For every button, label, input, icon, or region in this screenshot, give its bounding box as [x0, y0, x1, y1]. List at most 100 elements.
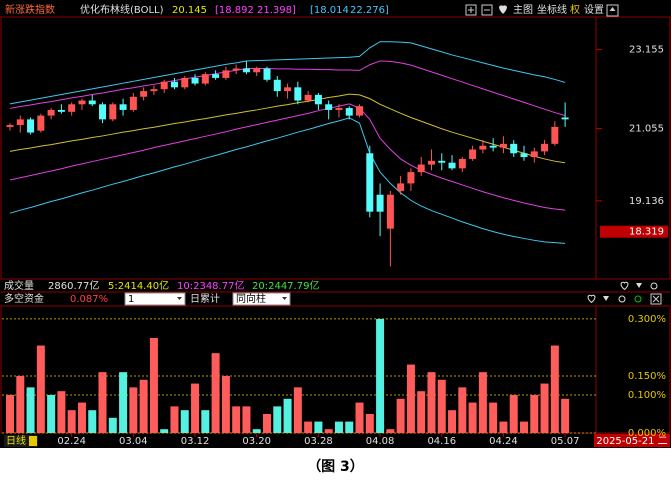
candle-body [27, 119, 35, 133]
x-tick-label: 03.28 [304, 436, 333, 447]
zoom-in-button[interactable] [465, 4, 477, 16]
select-arrow [282, 297, 287, 300]
volume-total: 2860.77亿 [48, 279, 99, 292]
candle-body [150, 89, 158, 92]
icon[interactable] [587, 294, 596, 304]
y-tick-label: 21.055 [629, 124, 664, 135]
period-select[interactable] [124, 292, 186, 306]
band-line [9, 103, 566, 211]
zoom-in-icon [468, 7, 474, 13]
bar [180, 410, 189, 433]
x-tick-label: 04.08 [366, 436, 395, 447]
icon[interactable] [636, 283, 642, 288]
icon[interactable] [650, 282, 658, 290]
y-tick-label: 23.155 [629, 44, 664, 55]
icon[interactable] [618, 295, 626, 303]
icon[interactable] [620, 281, 629, 291]
candle-body [88, 100, 96, 105]
candle-body [160, 81, 168, 90]
candle-body [191, 77, 199, 84]
price-marker-box [600, 225, 668, 238]
candle-body [427, 160, 435, 165]
candle-body [314, 94, 322, 105]
bar [170, 406, 179, 433]
candle-body [407, 172, 415, 184]
candle-body [119, 104, 127, 110]
bar [478, 372, 487, 433]
candle-body [345, 108, 353, 116]
chart-title: 新涨跌指数 [5, 3, 55, 16]
bar [468, 402, 477, 433]
bar [304, 421, 313, 433]
bar [499, 421, 508, 433]
indicator-name: 优化布林线(BOLL) [80, 3, 164, 16]
candle-body [99, 104, 107, 120]
style-select-text: 同向柱 [236, 292, 266, 305]
candle-body [356, 106, 364, 116]
main-panel-frame [0, 16, 671, 280]
candle-body [68, 104, 76, 112]
bar [530, 394, 539, 433]
coord-button[interactable]: 坐标线 [537, 3, 567, 16]
candle-body [222, 70, 230, 78]
candle-body [438, 160, 446, 163]
bar [160, 429, 169, 433]
bar [263, 413, 271, 433]
bar [437, 379, 446, 433]
bar [355, 402, 364, 433]
zoom-out-button[interactable] [481, 4, 493, 16]
x-tick-label: 04.16 [427, 436, 456, 447]
x-tick-label: 03.04 [119, 436, 148, 447]
right-button[interactable]: 权 [570, 3, 580, 16]
bar [540, 383, 549, 433]
candle-body [469, 149, 477, 159]
period-select-text: 1 [128, 294, 134, 305]
candle-body [376, 194, 384, 212]
icon[interactable] [634, 295, 642, 303]
bar [129, 387, 138, 433]
indicator-readout: 21.398] [257, 5, 296, 16]
candle-body [479, 145, 487, 150]
bar [345, 421, 354, 433]
collapse-button[interactable] [606, 4, 619, 17]
bar [458, 387, 467, 433]
candle-body [304, 94, 312, 101]
bar [406, 364, 415, 433]
bar [6, 394, 14, 433]
indicator-readout: [18.014 [310, 5, 349, 16]
settings-button[interactable]: 设置 [584, 4, 604, 16]
bar [427, 372, 436, 433]
bar [88, 410, 97, 433]
candle-body [366, 153, 374, 212]
bar [314, 421, 323, 433]
y-tick-label: 0.150% [628, 371, 666, 382]
caption: （图 3） [307, 459, 364, 475]
style-select[interactable] [232, 292, 291, 306]
y-tick-label: 19.136 [629, 196, 664, 207]
mode-label: 日累计 [190, 292, 220, 305]
bar [221, 375, 230, 433]
current-date: 2025-05-21 二 [596, 436, 667, 447]
bar [201, 410, 210, 433]
candle-body [541, 143, 549, 152]
close-button[interactable] [650, 293, 662, 305]
candle-body [397, 183, 405, 191]
candle-body [448, 162, 456, 169]
indicator-readout: 22.276] [350, 5, 389, 16]
main-button[interactable]: 主图 [513, 4, 533, 16]
period-icon [29, 436, 37, 446]
favorite-button[interactable] [499, 5, 507, 14]
bar [417, 391, 426, 433]
bar [16, 375, 25, 433]
y-tick-label: 0.000% [628, 428, 666, 439]
bar [119, 372, 128, 433]
x-tick-label: 03.12 [181, 436, 210, 447]
price-marker-label: 18.319 [629, 227, 664, 238]
current-date-box [594, 434, 670, 447]
period-label: 日线 [6, 434, 26, 447]
band-line [9, 60, 566, 117]
icon[interactable] [603, 296, 609, 301]
candle-body [530, 151, 538, 158]
volume-label: 成交量 [4, 279, 34, 292]
